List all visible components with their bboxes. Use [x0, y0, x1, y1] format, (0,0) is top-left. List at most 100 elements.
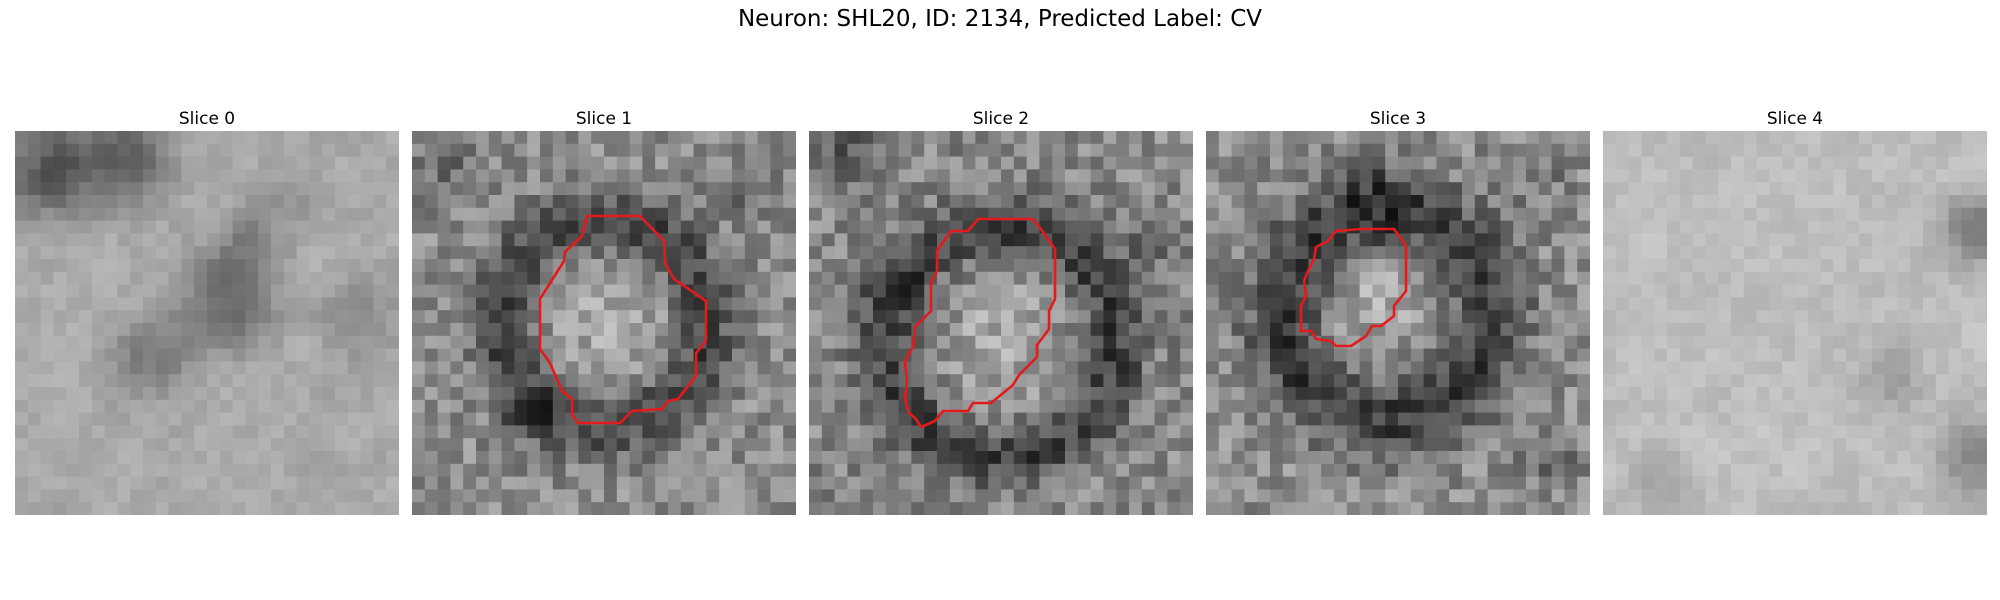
image-pixel	[1526, 323, 1540, 337]
image-pixel	[719, 323, 733, 337]
image-pixel	[937, 156, 951, 170]
image-pixel	[949, 284, 963, 298]
image-pixel	[130, 131, 144, 145]
image-pixel	[322, 233, 336, 247]
image-pixel	[924, 361, 938, 375]
image-pixel	[1679, 156, 1693, 170]
image-pixel	[809, 271, 823, 285]
image-pixel	[1308, 143, 1322, 157]
image-pixel	[476, 143, 490, 157]
image-pixel	[1820, 476, 1834, 490]
image-pixel	[1372, 297, 1386, 311]
image-pixel	[1846, 246, 1860, 260]
image-pixel	[1372, 502, 1386, 515]
image-pixel	[437, 220, 451, 234]
image-pixel	[1436, 156, 1450, 170]
image-pixel	[757, 412, 771, 426]
image-pixel	[412, 169, 426, 183]
image-pixel	[1334, 195, 1348, 209]
image-pixel	[1833, 156, 1847, 170]
image-pixel	[911, 143, 925, 157]
image-pixel	[975, 425, 989, 439]
image-pixel	[360, 207, 374, 221]
image-pixel	[911, 438, 925, 452]
image-pixel	[1077, 182, 1091, 196]
image-pixel	[1206, 361, 1220, 375]
image-pixel	[680, 361, 694, 375]
image-pixel	[1052, 182, 1066, 196]
image-pixel	[1167, 399, 1181, 413]
image-pixel	[53, 156, 67, 170]
image-pixel	[604, 207, 618, 221]
image-pixel	[27, 297, 41, 311]
image-pixel	[15, 463, 29, 477]
image-pixel	[847, 310, 861, 324]
image-pixel	[1628, 131, 1642, 145]
image-pixel	[360, 412, 374, 426]
image-pixel	[1103, 348, 1117, 362]
image-pixel	[1667, 246, 1681, 260]
image-pixel	[283, 169, 297, 183]
slice-image	[1603, 131, 1987, 515]
image-pixel	[911, 451, 925, 465]
image-pixel	[1795, 489, 1809, 503]
image-pixel	[207, 131, 221, 145]
image-pixel	[1065, 246, 1079, 260]
image-pixel	[1667, 297, 1681, 311]
image-pixel	[1731, 143, 1745, 157]
image-pixel	[1436, 335, 1450, 349]
image-pixel	[1065, 361, 1079, 375]
image-pixel	[1244, 374, 1258, 388]
image-pixel	[450, 259, 464, 273]
image-pixel	[1782, 259, 1796, 273]
image-pixel	[1731, 438, 1745, 452]
image-pixel	[719, 502, 733, 515]
image-pixel	[117, 271, 131, 285]
image-pixel	[898, 323, 912, 337]
image-pixel	[79, 131, 93, 145]
image-pixel	[450, 195, 464, 209]
image-pixel	[540, 438, 554, 452]
image-pixel	[898, 348, 912, 362]
image-pixel	[1641, 348, 1655, 362]
image-pixel	[1436, 387, 1450, 401]
image-pixel	[1167, 374, 1181, 388]
image-pixel	[1449, 131, 1463, 145]
image-pixel	[578, 348, 592, 362]
image-pixel	[757, 335, 771, 349]
image-pixel	[232, 425, 246, 439]
image-pixel	[1833, 502, 1847, 515]
image-pixel	[1270, 387, 1284, 401]
image-pixel	[616, 387, 630, 401]
image-pixel	[271, 438, 285, 452]
image-pixel	[1923, 259, 1937, 273]
image-pixel	[693, 169, 707, 183]
image-pixel	[309, 489, 323, 503]
image-pixel	[117, 502, 131, 515]
image-pixel	[335, 182, 349, 196]
image-pixel	[1257, 348, 1271, 362]
image-pixel	[347, 451, 361, 465]
image-pixel	[1398, 374, 1412, 388]
image-pixel	[642, 182, 656, 196]
image-pixel	[437, 451, 451, 465]
image-pixel	[770, 220, 784, 234]
image-pixel	[629, 310, 643, 324]
image-pixel	[1474, 246, 1488, 260]
image-pixel	[873, 335, 887, 349]
image-pixel	[450, 207, 464, 221]
image-pixel	[1231, 220, 1245, 234]
image-pixel	[1628, 451, 1642, 465]
image-pixel	[1782, 131, 1796, 145]
image-pixel	[1436, 425, 1450, 439]
cell-contour	[1299, 227, 1408, 348]
image-pixel	[1974, 451, 1987, 465]
image-pixel	[1859, 169, 1873, 183]
image-pixel	[1910, 207, 1924, 221]
image-pixel	[1270, 476, 1284, 490]
image-pixel	[1731, 310, 1745, 324]
image-pixel	[655, 348, 669, 362]
image-pixel	[360, 143, 374, 157]
image-pixel	[194, 233, 208, 247]
image-pixel	[1308, 207, 1322, 221]
